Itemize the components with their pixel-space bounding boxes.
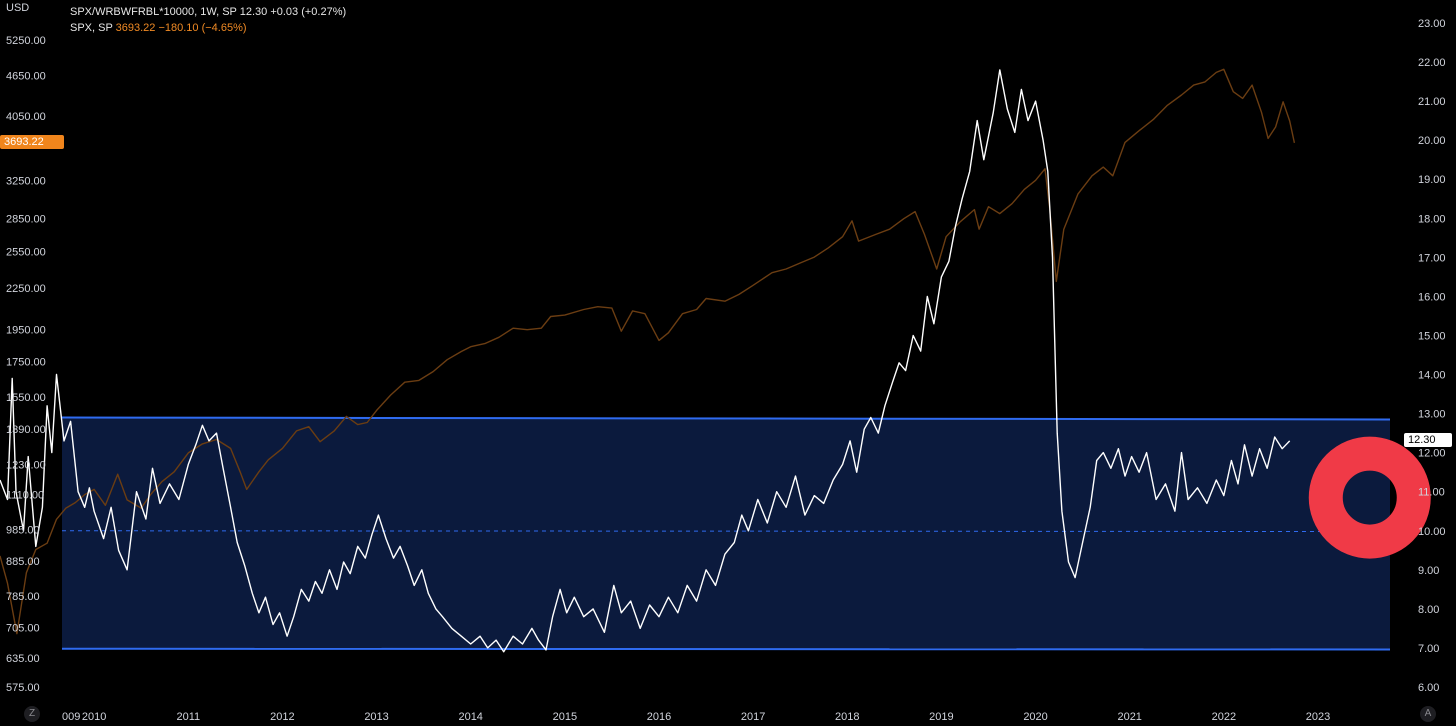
legend: SPX/WRBWFRBL*10000, 1W, SP 12.30 +0.03 (…: [70, 4, 346, 36]
zoom-reset-icon[interactable]: Z: [24, 706, 40, 722]
time-tick-label: 2011: [176, 711, 200, 723]
legend-spx-values: 3693.22 −180.10 (−4.65%): [115, 22, 247, 34]
right-tick-label: 7.00: [1418, 643, 1439, 655]
right-tick-label: 6.00: [1418, 682, 1439, 694]
left-tick-label: 985.00: [6, 525, 40, 537]
right-price-axis[interactable]: 23.00 22.00 21.00 20.00 19.00 18.00 17.00 16.00…: [1418, 18, 1446, 694]
right-tick-label: 10.00: [1418, 526, 1446, 538]
left-tick-label: 1110.00: [6, 490, 44, 502]
left-tick-label: 1750.00: [6, 356, 46, 368]
channel-top-line[interactable]: [61, 416, 1391, 421]
left-tick-label: 1950.00: [6, 325, 46, 337]
left-tick-label: 2550.00: [6, 246, 46, 258]
left-tick-label: 1550.00: [6, 392, 46, 404]
left-tick-label: 3250.00: [6, 175, 46, 187]
left-tick-label: 1390.00: [6, 424, 46, 436]
left-tick-label: 575.00: [6, 682, 40, 694]
right-tick-label: 8.00: [1418, 604, 1439, 616]
legend-spx-series[interactable]: SPX, SP 3693.22 −180.10 (−4.65%): [70, 20, 346, 36]
time-tick-label: 2010: [82, 711, 106, 723]
left-tick-label: 4650.00: [6, 71, 46, 83]
time-tick-label: 2013: [364, 711, 388, 723]
left-price-axis[interactable]: 5250.00 4650.00 4050.00 3250.00 2850.00 2550.…: [6, 35, 46, 694]
left-tick-label: 1230.00: [6, 460, 46, 472]
right-tick-label: 16.00: [1418, 291, 1446, 303]
right-tick-label: 23.00: [1418, 18, 1446, 30]
time-tick-label: 2017: [741, 711, 765, 723]
legend-ratio-series[interactable]: SPX/WRBWFRBL*10000, 1W, SP 12.30 +0.03 (…: [70, 6, 347, 18]
spx-price-tag: 3693.22: [0, 135, 64, 149]
time-tick-label: 2020: [1023, 711, 1047, 723]
time-tick-label: 2016: [647, 711, 671, 723]
right-tick-label: 21.00: [1418, 96, 1446, 108]
series-layer: [0, 68, 1296, 653]
ratio-price-tag: 12.30: [1404, 433, 1452, 447]
time-tick-label: 2012: [270, 711, 294, 723]
left-tick-label: 885.00: [6, 556, 40, 568]
left-tick-label: 785.00: [6, 591, 40, 603]
auto-scale-icon[interactable]: A: [1420, 706, 1436, 722]
channel-fill: [62, 417, 1390, 650]
currency-label: USD: [6, 2, 30, 14]
channel-mid-line[interactable]: [61, 530, 1391, 533]
right-tick-label: 14.00: [1418, 370, 1446, 382]
spx-series-line[interactable]: [0, 68, 1296, 635]
time-tick-label: 2022: [1212, 711, 1236, 723]
right-tick-label: 15.00: [1418, 330, 1446, 342]
time-tick-label: 2019: [929, 711, 953, 723]
channel-band: [61, 416, 1391, 651]
left-tick-label: 5250.00: [6, 35, 46, 47]
time-axis[interactable]: 009 2010 2011 2012 2013 2014 2015 2016 2017 2018 2…: [62, 711, 1330, 723]
right-tick-label: 13.00: [1418, 409, 1446, 421]
channel-bottom-line[interactable]: [61, 647, 1391, 651]
time-tick-label: 009: [62, 711, 80, 723]
right-tick-label: 9.00: [1418, 565, 1439, 577]
left-tick-label: 705.00: [6, 622, 40, 634]
right-tick-label: 12.00: [1418, 448, 1446, 460]
time-tick-label: 2015: [553, 711, 577, 723]
right-tick-label: 19.00: [1418, 174, 1446, 186]
time-tick-label: 2023: [1306, 711, 1330, 723]
time-tick-label: 2018: [835, 711, 859, 723]
ratio-series-line[interactable]: [0, 69, 1291, 653]
left-tick-label: 2250.00: [6, 283, 46, 295]
right-tick-label: 11.00: [1418, 487, 1445, 499]
right-tick-label: 17.00: [1418, 252, 1446, 264]
right-tick-label: 20.00: [1418, 135, 1446, 147]
time-tick-label: 2021: [1117, 711, 1141, 723]
right-tick-label: 22.00: [1418, 57, 1446, 69]
markers-layer: [1308, 436, 1431, 559]
right-tick-label: 18.00: [1418, 213, 1446, 225]
time-tick-label: 2014: [458, 711, 482, 723]
left-tick-label: 4050.00: [6, 111, 46, 123]
red-ring-marker[interactable]: [1308, 436, 1431, 559]
left-tick-label: 2850.00: [6, 214, 46, 226]
left-tick-label: 635.00: [6, 653, 40, 665]
legend-spx-name: SPX, SP: [70, 22, 116, 34]
